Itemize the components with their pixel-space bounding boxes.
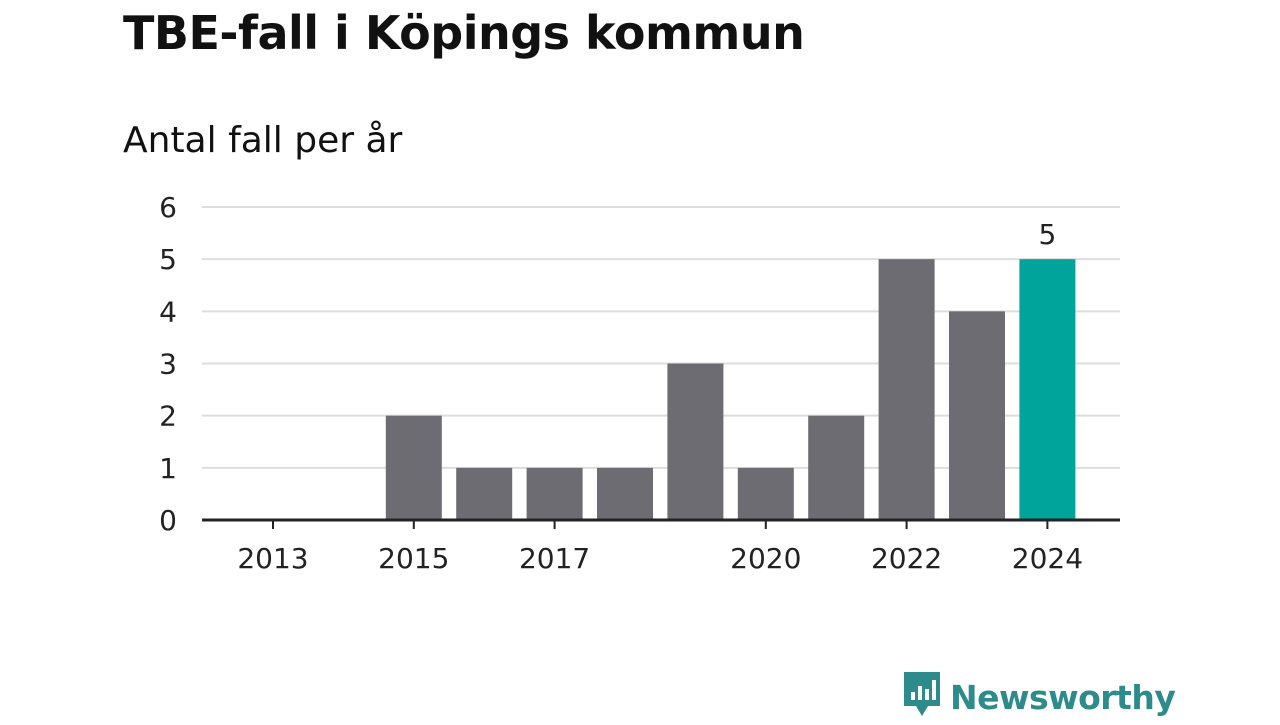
y-tick-label: 0 [159, 504, 177, 537]
bar [456, 467, 513, 520]
bar [385, 415, 442, 520]
newsworthy-logo-text: Newsworthy [950, 678, 1176, 717]
bar [526, 467, 583, 520]
y-tick-label: 2 [159, 400, 177, 433]
x-tick-label: 2015 [378, 542, 449, 575]
bar [597, 467, 653, 520]
bar [949, 311, 1005, 520]
bar [1019, 259, 1076, 520]
y-tick-label: 1 [159, 452, 177, 485]
newsworthy-logo: Newsworthy [902, 670, 1176, 725]
x-tick-label: 2013 [237, 542, 308, 575]
bar [878, 259, 935, 520]
y-tick-label: 4 [159, 295, 177, 328]
y-tick-label: 3 [159, 348, 177, 381]
y-tick-label: 5 [159, 243, 177, 276]
bar [667, 363, 724, 520]
y-tick-label: 6 [159, 191, 177, 224]
newsworthy-logo-icon [902, 670, 942, 725]
bar [808, 415, 865, 520]
chart-subtitle: Antal fall per år [123, 120, 403, 161]
bar [737, 467, 794, 520]
data-label: 5 [1038, 218, 1056, 251]
x-tick-label: 2020 [730, 542, 801, 575]
x-tick-label: 2024 [1012, 542, 1083, 575]
chart-title: TBE-fall i Köpings kommun [123, 6, 805, 60]
x-tick-label: 2017 [519, 542, 590, 575]
x-tick-label: 2022 [871, 542, 942, 575]
